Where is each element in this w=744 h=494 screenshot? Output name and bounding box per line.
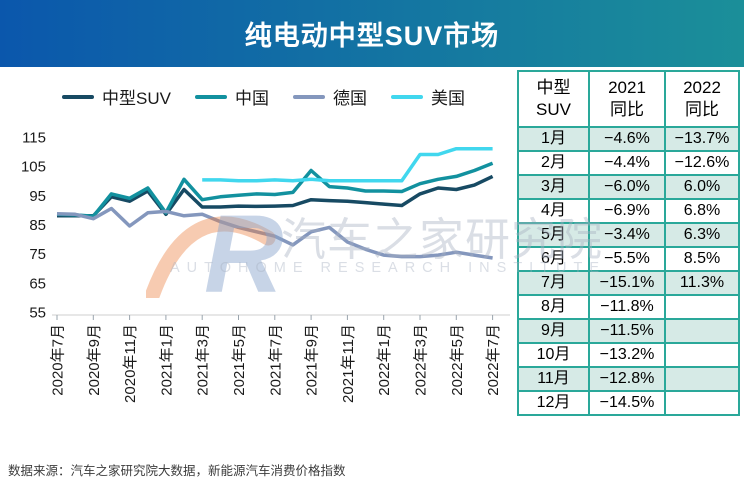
table-cell: 3月 <box>517 174 590 200</box>
legend-item-2: 德国 <box>292 84 367 109</box>
table-row: 7月 −15.1% 11.3% <box>517 270 740 296</box>
table-cell <box>664 342 740 368</box>
x-axis-label: 2020年11月 <box>122 324 139 403</box>
table-cell: 6.8% <box>664 198 740 224</box>
legend-line-icon <box>194 94 227 99</box>
table-row: 1月 −4.6% −13.7% <box>517 126 740 152</box>
table-cell: −13.7% <box>664 126 740 152</box>
table-cell: −4.6% <box>588 126 666 152</box>
table-row: 11月 −12.8% <box>517 366 740 392</box>
legend-line-icon <box>390 94 423 99</box>
table-cell: 11.3% <box>664 270 740 296</box>
x-axis-label: 2021年3月 <box>195 324 212 396</box>
table-cell: 10月 <box>517 342 590 368</box>
table-cell: −5.5% <box>588 246 666 272</box>
x-axis-label: 2021年11月 <box>340 324 357 403</box>
table-cell: −3.4% <box>588 222 666 248</box>
legend-item-1: 中国 <box>194 84 269 109</box>
y-axis-label: 95 <box>29 188 46 205</box>
legend-line-icon <box>62 94 94 99</box>
table-cell <box>664 366 740 392</box>
table-cell: −11.8% <box>588 294 666 320</box>
table-cell: 2月 <box>517 150 590 176</box>
table-cell: −12.6% <box>664 150 740 176</box>
legend-label: 德国 <box>332 89 367 108</box>
table-cell: 9月 <box>517 318 590 344</box>
chart-legend: 中型SUV 中国 德国 美国 <box>62 84 465 109</box>
yoy-table-body: 1月 −4.6% −13.7% 2月 −4.4% −12.6% 3月 −6.0% 6.0% 4月 −… <box>517 126 740 416</box>
legend-label: 美国 <box>430 89 465 108</box>
title-bar: 纯电动中型SUV市场 <box>0 0 744 67</box>
x-axis-label: 2020年7月 <box>50 324 67 396</box>
x-axis-label: 2022年3月 <box>413 324 430 396</box>
legend-line-icon <box>292 94 325 99</box>
table-cell: 7月 <box>517 270 590 296</box>
y-axis-label: 75 <box>29 246 46 263</box>
table-cell: 6.0% <box>664 174 740 200</box>
table-row: 12月 −14.5% <box>517 390 740 416</box>
legend-item-3: 美国 <box>390 84 465 109</box>
column-header: 2021 同比 <box>588 70 666 128</box>
page-title: 纯电动中型SUV市场 <box>244 21 500 51</box>
x-axis-label: 2022年5月 <box>449 324 466 396</box>
x-axis-label: 2020年9月 <box>86 324 103 396</box>
x-axis-label: 2021年1月 <box>158 324 175 396</box>
table-row: 4月 −6.9% 6.8% <box>517 198 740 224</box>
table-cell <box>664 318 740 344</box>
x-axis-label: 2022年1月 <box>376 324 393 396</box>
series-中型SUV <box>57 174 494 218</box>
table-row: 2月 −4.4% −12.6% <box>517 150 740 176</box>
table-cell <box>664 390 740 416</box>
y-axis-label: 85 <box>29 217 46 234</box>
column-header: 中型 SUV <box>517 70 590 128</box>
source-note: 数据来源：汽车之家研究院大数据，新能源汽车消费价格指数 <box>8 464 346 478</box>
table-cell: −4.4% <box>588 150 666 176</box>
table-cell: 12月 <box>517 390 590 416</box>
table-row: 9月 −11.5% <box>517 318 740 344</box>
table-cell <box>664 294 740 320</box>
table-cell: −6.9% <box>588 198 666 224</box>
legend-label: 中国 <box>234 89 269 108</box>
y-axis-label: 55 <box>29 305 46 322</box>
table-cell: −14.5% <box>588 390 666 416</box>
line-chart: 115 105 95 85 75 65 55 2020年7月 2020年9月 2020年11月 20… <box>8 124 516 454</box>
table-cell: 6.3% <box>664 222 740 248</box>
yoy-table-header: 中型 SUV 2021 同比 2022 同比 <box>517 70 740 128</box>
table-cell: 8月 <box>517 294 590 320</box>
x-axis-label: 2021年9月 <box>304 324 321 396</box>
table-cell: 6月 <box>517 246 590 272</box>
table-cell: −12.8% <box>588 366 666 392</box>
table-cell: −13.2% <box>588 342 666 368</box>
x-axis-label: 2022年7月 <box>485 324 502 396</box>
table-row: 5月 −3.4% 6.3% <box>517 222 740 248</box>
table-cell: −6.0% <box>588 174 666 200</box>
table-row: 8月 −11.8% <box>517 294 740 320</box>
table-cell: 5月 <box>517 222 590 248</box>
table-cell: 4月 <box>517 198 590 224</box>
table-cell: 11月 <box>517 366 590 392</box>
table-cell: −11.5% <box>588 318 666 344</box>
table-cell: 1月 <box>517 126 590 152</box>
y-axis-label: 65 <box>29 275 46 292</box>
legend-item-0: 中型SUV <box>62 84 171 109</box>
yoy-table: 中型 SUV 2021 同比 2022 同比 1月 −4.6% −13.7% 2月 −4.4… <box>517 70 740 416</box>
column-header: 2022 同比 <box>664 70 740 128</box>
x-axis-label: 2021年7月 <box>267 324 284 396</box>
legend-label: 中型SUV <box>102 89 171 108</box>
x-axis-label: 2021年5月 <box>231 324 248 396</box>
table-row: 3月 −6.0% 6.0% <box>517 174 740 200</box>
table-cell: 8.5% <box>664 246 740 272</box>
y-axis-label: 115 <box>22 130 46 147</box>
table-cell: −15.1% <box>588 270 666 296</box>
y-axis-label: 105 <box>21 159 46 176</box>
series-中国 <box>56 161 494 219</box>
table-row: 10月 −13.2% <box>517 342 740 368</box>
series-美国 <box>202 146 493 183</box>
table-header-row: 中型 SUV 2021 同比 2022 同比 <box>517 70 740 128</box>
series-德国 <box>56 206 493 260</box>
table-row: 6月 −5.5% 8.5% <box>517 246 740 272</box>
